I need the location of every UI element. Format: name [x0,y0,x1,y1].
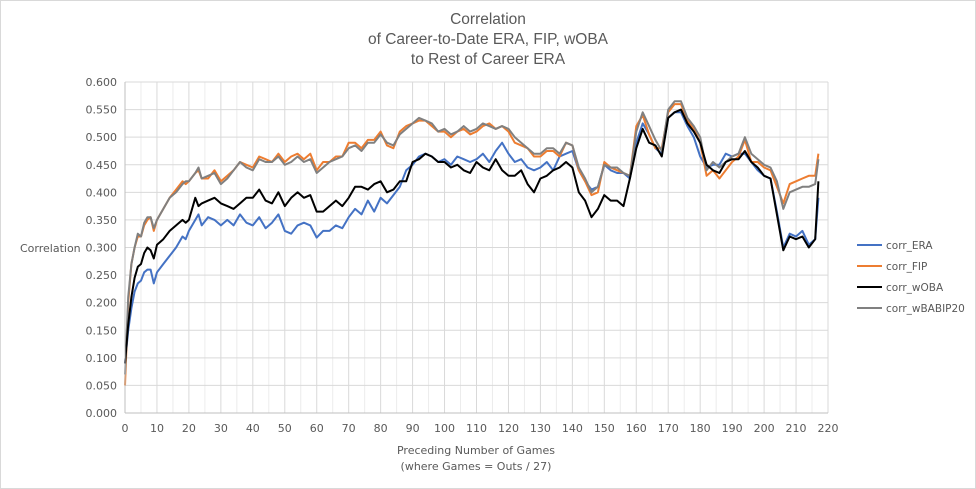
chart-title-line-1: Correlation [450,11,526,28]
y-axis-label: Correlation [20,242,81,255]
series-lines [124,100,820,386]
legend-label: corr_wBABIP20 [886,303,965,315]
y-tick-label: 0.200 [86,297,118,310]
y-tick-label: 0.300 [86,242,118,255]
y-tick-label: 0.450 [86,159,118,172]
x-axis-label-line-2: (where Games = Outs / 27) [401,460,552,473]
x-tick-label: 50 [278,422,292,435]
x-tick-label: 210 [786,422,807,435]
x-tick-label: 140 [562,422,583,435]
y-tick-label: 0.150 [86,324,118,337]
axes: 0.000 0.050 0.100 0.150 0.200 0.250 0.300 0.350… [86,76,839,435]
y-tick-label: 0.350 [86,214,118,227]
chart-title-line-2: of Career-to-Date ERA, FIP, wOBA [368,31,609,48]
x-axis-label-line-1: Preceding Number of Games [397,444,555,457]
series-line-corr-fip [124,103,820,386]
y-tick-label: 0.050 [86,379,118,392]
y-tick-label: 0.000 [86,407,118,420]
series-line-corr-woba [124,108,820,364]
x-tick-label: 40 [246,422,260,435]
x-tick-label: 180 [690,422,711,435]
x-tick-label: 0 [122,422,129,435]
legend-label: corr_wOBA [886,282,944,294]
y-tick-label: 0.550 [86,104,118,117]
chart-title-line-3: to Rest of Career ERA [411,51,566,68]
x-tick-label: 30 [214,422,228,435]
x-tick-label: 80 [374,422,388,435]
x-tick-label: 100 [434,422,455,435]
y-tick-label: 0.250 [86,269,118,282]
x-tick-label: 150 [594,422,615,435]
x-tick-label: 60 [310,422,324,435]
x-tick-label: 160 [626,422,647,435]
legend-label: corr_ERA [886,240,933,252]
series-line-corr-wbabip20 [124,100,820,375]
x-tick-label: 110 [466,422,487,435]
x-tick-label: 10 [150,422,164,435]
x-tick-label: 120 [498,422,519,435]
legend: corr_ERA corr_FIP corr_wOBA corr_wBABIP20 [857,240,965,315]
x-tick-label: 220 [818,422,839,435]
y-tick-label: 0.400 [86,186,118,199]
x-tick-label: 20 [182,422,196,435]
x-tick-label: 130 [530,422,551,435]
y-tick-label: 0.500 [86,131,118,144]
y-tick-label: 0.100 [86,352,118,365]
y-tick-label: 0.600 [86,76,118,89]
series-line-corr-era [124,111,820,364]
x-tick-label: 170 [658,422,679,435]
x-tick-label: 70 [342,422,356,435]
x-tick-label: 90 [406,422,420,435]
legend-label: corr_FIP [886,261,927,273]
x-tick-label: 190 [722,422,743,435]
x-tick-label: 200 [754,422,775,435]
